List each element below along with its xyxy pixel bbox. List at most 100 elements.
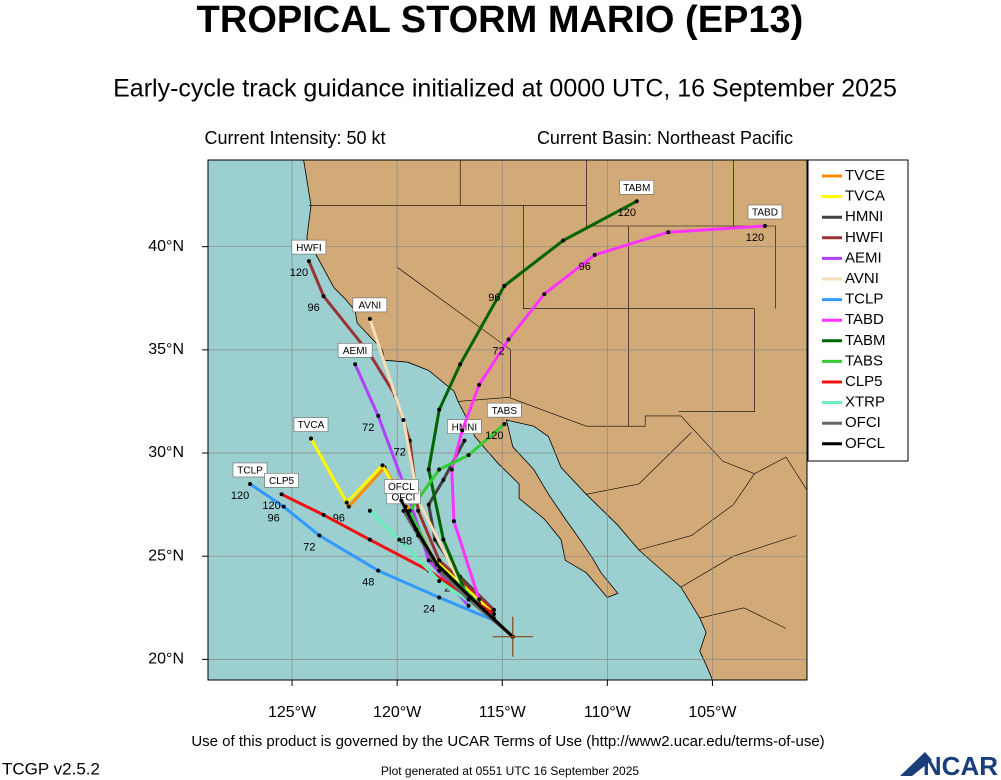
track-point xyxy=(437,568,442,573)
track-point xyxy=(376,568,381,573)
track-point xyxy=(248,481,253,486)
y-tick-label: 40°N xyxy=(148,238,184,255)
y-tick-label: 30°N xyxy=(148,444,184,461)
tag-box xyxy=(487,402,522,418)
terms: Use of this product is governed by the U… xyxy=(191,733,824,750)
track-point xyxy=(279,492,284,497)
track-point xyxy=(437,595,442,600)
track-point xyxy=(437,467,442,472)
legend-label: AEMI xyxy=(845,249,882,266)
legend-label: TVCA xyxy=(845,188,885,205)
tag-label: TVCA xyxy=(298,420,325,431)
track-point xyxy=(380,463,385,468)
tag-box xyxy=(337,342,373,358)
track-point xyxy=(477,597,482,602)
tag-box xyxy=(352,297,388,313)
x-tick-label: 110°W xyxy=(584,704,632,721)
tag-box xyxy=(291,239,327,255)
track-point xyxy=(592,252,597,257)
track-point xyxy=(414,527,419,532)
border xyxy=(678,308,755,413)
track-point xyxy=(462,438,467,443)
track-point xyxy=(634,199,639,204)
hour-label: 72 xyxy=(394,447,406,459)
track-point xyxy=(367,508,372,513)
logo: NCAR xyxy=(923,751,998,780)
track-point xyxy=(306,259,311,264)
legend-label: HMNI xyxy=(845,208,883,225)
track-point xyxy=(451,519,456,524)
track xyxy=(368,318,470,601)
generated: Plot generated at 0551 UTC 16 September … xyxy=(381,764,639,778)
tag-box xyxy=(293,417,329,432)
track-point xyxy=(321,294,326,299)
track-point xyxy=(477,382,482,387)
track-point xyxy=(506,337,511,342)
x-tick-label: 125°W xyxy=(268,704,317,721)
map-frame xyxy=(207,159,808,681)
hour-label: 72 xyxy=(492,345,504,357)
track-point xyxy=(502,283,507,288)
tag-label: HWFI xyxy=(296,243,322,254)
y-tick-label: 25°N xyxy=(148,547,184,564)
hour-label: 120 xyxy=(290,267,308,279)
tag-label: TABS xyxy=(492,406,518,417)
track-point xyxy=(449,467,454,472)
track-point xyxy=(416,508,421,513)
title: TROPICAL STORM MARIO (EP13) xyxy=(197,0,804,41)
legend-label: OFCI xyxy=(845,414,881,431)
track-point xyxy=(426,502,431,507)
tag-box xyxy=(264,472,299,488)
tag-box xyxy=(384,479,419,494)
hour-label: 120 xyxy=(618,207,636,219)
tag-label: TABD xyxy=(752,208,778,219)
track-point xyxy=(561,238,566,243)
border xyxy=(458,396,807,491)
track-point xyxy=(491,607,496,612)
hour-label: 24 xyxy=(423,603,435,615)
legend-label: HWFI xyxy=(845,229,883,246)
hour-label: 120 xyxy=(262,500,280,512)
track-point xyxy=(426,467,431,472)
x-tick-label: 105°W xyxy=(688,704,737,721)
track-point xyxy=(441,477,446,482)
tag-box xyxy=(747,204,783,220)
legend-label: OFCL xyxy=(845,435,885,452)
tag-label: OFCI xyxy=(392,492,416,503)
tag-label: OFCL xyxy=(388,482,415,493)
track-point xyxy=(376,413,381,418)
hour-label: 120 xyxy=(746,232,764,244)
hour-label: 96 xyxy=(307,302,319,314)
track-point xyxy=(466,453,471,458)
track-point xyxy=(468,595,473,600)
hour-label: 48 xyxy=(362,577,374,589)
track-point xyxy=(308,436,313,441)
track-point xyxy=(367,537,372,542)
logo-mark xyxy=(900,752,932,776)
tag-label: TCLP xyxy=(237,466,263,477)
track-point xyxy=(399,498,404,503)
border xyxy=(699,607,787,629)
track-point xyxy=(426,558,431,563)
map-layer: 96TVCA24HMNI7296120HWFI72AEMIAVNI2448729… xyxy=(208,160,807,680)
track-point xyxy=(397,537,402,542)
track-point xyxy=(435,562,440,567)
track-point xyxy=(281,504,286,509)
tag-label: CLP5 xyxy=(269,476,294,487)
hour-label: 120 xyxy=(231,490,249,502)
track-point xyxy=(353,362,358,367)
hour-label: 96 xyxy=(579,261,591,273)
legend-label: TCLP xyxy=(845,291,883,308)
track-point xyxy=(401,418,406,422)
legend-label: TVCE xyxy=(845,167,885,184)
track-point xyxy=(458,362,463,367)
track-point xyxy=(491,611,496,616)
track-point xyxy=(346,504,351,509)
tag-label: TABM xyxy=(623,183,650,194)
land xyxy=(303,160,807,680)
track-point xyxy=(317,533,322,538)
track xyxy=(368,509,495,620)
legend-label: CLP5 xyxy=(845,373,883,390)
tag-box xyxy=(232,462,268,478)
track xyxy=(427,439,495,611)
